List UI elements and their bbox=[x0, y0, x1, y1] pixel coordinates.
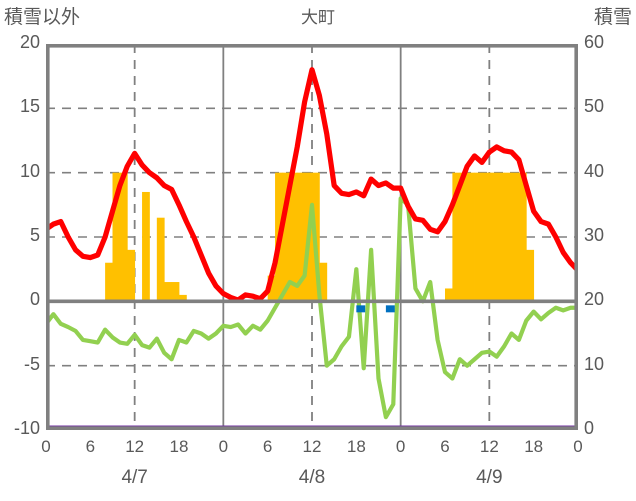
x-tick-label: 12 bbox=[479, 437, 499, 456]
snow-depth-polyline bbox=[46, 196, 578, 420]
snowfall-marker bbox=[385, 305, 395, 313]
precipitation-bar bbox=[289, 172, 298, 302]
y-tick-label: 5 bbox=[29, 225, 40, 245]
x-tick-label: 0 bbox=[41, 437, 51, 456]
precipitation-bar bbox=[112, 172, 121, 302]
precipitation-bar bbox=[511, 172, 520, 302]
x-tick-label: 18 bbox=[169, 437, 189, 456]
precipitation-bar bbox=[481, 172, 490, 302]
x-tick-label: 18 bbox=[346, 437, 366, 456]
x-tick-label: 12 bbox=[302, 437, 322, 456]
precipitation-bar bbox=[119, 172, 128, 302]
y-tick-label: 10 bbox=[19, 160, 40, 181]
precipitation-bar bbox=[156, 217, 165, 302]
day-label: 4/8 bbox=[298, 467, 326, 488]
precipitation-bar bbox=[282, 172, 291, 302]
precipitation-bar bbox=[474, 172, 483, 302]
day-label: 4/9 bbox=[476, 467, 503, 488]
snowfall-markers bbox=[356, 305, 395, 313]
y-tick-label: 0 bbox=[29, 289, 40, 310]
precipitation-bar bbox=[179, 294, 187, 302]
precipitation-bar bbox=[496, 172, 505, 302]
precipitation-bar bbox=[171, 282, 180, 302]
x-tick-label: 0 bbox=[573, 437, 583, 456]
precipitation-bar bbox=[445, 288, 453, 302]
y2-tick-label: 40 bbox=[584, 160, 605, 181]
y2-tick-label: 50 bbox=[584, 96, 605, 117]
precipitation-bar bbox=[467, 172, 475, 302]
precipitation-bar bbox=[504, 172, 512, 302]
temperature-polyline bbox=[46, 67, 578, 303]
precipitation-bar bbox=[459, 172, 468, 302]
x-tick-label: 0 bbox=[218, 437, 229, 456]
x-tick-label: 6 bbox=[262, 437, 273, 456]
y-tick-label: -10 bbox=[13, 418, 40, 438]
x-tick-label: 6 bbox=[85, 437, 96, 456]
precipitation-bar bbox=[518, 172, 527, 302]
plot-frame bbox=[46, 44, 578, 430]
day-label: 4/7 bbox=[121, 467, 148, 488]
y2-tick-label: 30 bbox=[584, 225, 605, 245]
y2-tick-label: 10 bbox=[584, 353, 605, 374]
x-tick-label: 6 bbox=[440, 437, 450, 456]
precipitation-bar bbox=[127, 249, 136, 302]
precipitation-bar bbox=[452, 172, 461, 302]
y2-tick-label: 20 bbox=[584, 289, 605, 310]
precipitation-bar bbox=[142, 191, 150, 302]
x-tick-label: 18 bbox=[524, 437, 544, 456]
temperature-line bbox=[46, 67, 578, 303]
y-tick-label: 15 bbox=[19, 96, 40, 117]
snow-depth-line bbox=[46, 196, 578, 420]
y-tick-label: 20 bbox=[19, 32, 40, 52]
plot-border bbox=[46, 44, 578, 430]
y2-tick-label: 0 bbox=[584, 418, 595, 438]
precipitation-bar bbox=[267, 275, 276, 302]
precipitation-bar bbox=[164, 282, 173, 302]
x-tick-label: 12 bbox=[125, 437, 145, 456]
precipitation-bars bbox=[105, 172, 535, 302]
chart-title: 大町 bbox=[301, 8, 335, 27]
precipitation-bar bbox=[526, 249, 535, 302]
right-axis-caption: 積雪 bbox=[593, 7, 632, 28]
y2-tick-label: 60 bbox=[584, 32, 605, 52]
left-axis-caption: 積雪以外 bbox=[4, 7, 81, 28]
chart-svg bbox=[46, 44, 578, 430]
snowfall-marker bbox=[356, 305, 366, 313]
plot-area bbox=[46, 44, 578, 430]
precipitation-bar bbox=[105, 262, 113, 302]
x-tick-label: 0 bbox=[395, 437, 406, 456]
y-tick-label: -5 bbox=[23, 353, 40, 374]
precipitation-bar bbox=[319, 262, 328, 302]
precipitation-bar bbox=[489, 172, 498, 302]
precipitation-bar bbox=[297, 172, 306, 302]
